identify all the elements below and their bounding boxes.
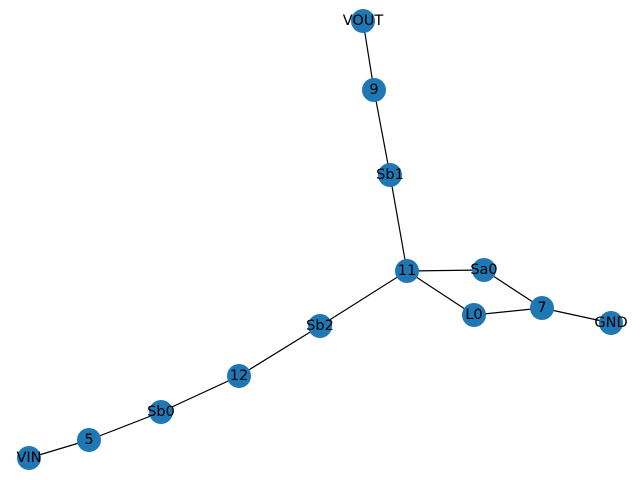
- node-label-9: 9: [369, 82, 378, 98]
- node-12: 12: [227, 364, 251, 388]
- edge-Sb0-5: [88, 411, 162, 441]
- node-circle-GND: [599, 311, 623, 335]
- node-label-11: 11: [398, 263, 416, 279]
- node-Sb2: Sb2: [306, 314, 334, 338]
- node-VIN: VIN: [16, 446, 42, 470]
- node-circle-L0: [462, 303, 486, 327]
- node-circle-Sb2: [308, 314, 332, 338]
- node-9: 9: [362, 78, 386, 102]
- node-circle-Sb1: [378, 163, 402, 187]
- node-circle-11: [395, 259, 419, 283]
- edge-11-Sa0: [406, 269, 485, 272]
- node-circle-VOUT: [351, 9, 375, 33]
- node-circle-5: [77, 428, 101, 452]
- node-circle-12: [227, 364, 251, 388]
- node-circle-VIN: [17, 446, 41, 470]
- node-GND: GND: [594, 311, 628, 335]
- node-5: 5: [77, 428, 101, 452]
- node-circle-Sa0: [472, 258, 496, 282]
- node-circle-7: [530, 296, 554, 320]
- node-VOUT: VOUT: [343, 9, 384, 33]
- node-Sa0: Sa0: [470, 258, 498, 282]
- node-circle-Sb0: [149, 400, 173, 424]
- node-label-VIN: VIN: [16, 450, 41, 466]
- node-circle-9: [362, 78, 386, 102]
- node-label-Sb0: Sb0: [147, 404, 175, 420]
- nodes-layer: VOUT 9 Sb1 11 Sa0 L0 7 GND Sb2 12 Sb0 5 VIN: [16, 9, 628, 470]
- edge-11-Sb2: [319, 270, 408, 327]
- node-label-Sb2: Sb2: [306, 318, 334, 334]
- node-label-GND: GND: [594, 315, 627, 331]
- edge-12-Sb0: [160, 375, 240, 413]
- node-label-7: 7: [537, 300, 546, 316]
- node-label-Sb1: Sb1: [376, 167, 404, 183]
- node-label-Sa0: Sa0: [470, 262, 497, 278]
- node-L0: L0: [462, 303, 486, 327]
- node-label-L0: L0: [465, 307, 482, 323]
- node-Sb0: Sb0: [147, 400, 175, 424]
- node-label-12: 12: [230, 368, 248, 384]
- node-label-VOUT: VOUT: [343, 13, 384, 29]
- edges-layer: [28, 20, 612, 459]
- node-Sb1: Sb1: [376, 163, 404, 187]
- node-label-5: 5: [84, 432, 93, 448]
- edge-Sb2-12: [238, 325, 321, 377]
- edge-11-L0: [406, 270, 475, 316]
- node-7: 7: [530, 296, 554, 320]
- edge-Sb1-11: [389, 174, 408, 272]
- edge-9-Sb1: [373, 89, 391, 176]
- node-11: 11: [395, 259, 419, 283]
